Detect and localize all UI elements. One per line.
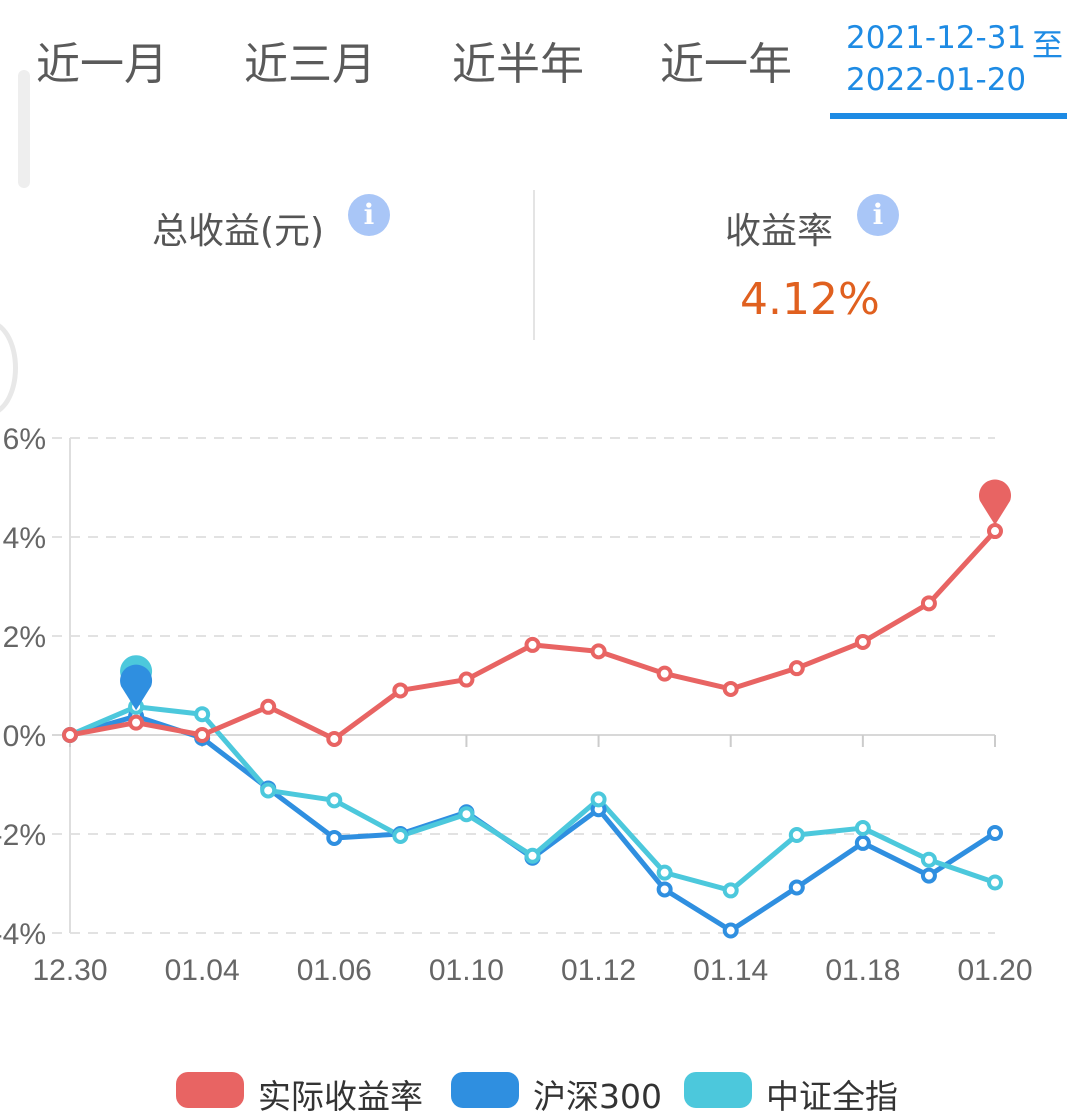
stats-divider (533, 190, 535, 340)
range-separator: 至 (1032, 28, 1063, 64)
active-tab-underline (830, 113, 1067, 119)
x-tick-label: 01.18 (825, 954, 900, 987)
total-profit-label: 总收益(元) (152, 211, 325, 252)
return-rate-label: 收益率 (725, 211, 834, 252)
data-point-0-01-11 (524, 636, 541, 653)
scroll-indicator (18, 70, 30, 188)
data-point-2-01-14 (722, 882, 739, 899)
data-point-2-01-17 (788, 826, 805, 843)
data-point-0-01-13 (656, 665, 673, 682)
y-tick-label: 2% (3, 621, 46, 654)
y-tick-label: 6% (3, 423, 46, 456)
data-point-1-01-19 (920, 867, 937, 884)
x-tick-label: 01.04 (165, 954, 240, 987)
data-point-0-01-10 (458, 671, 475, 688)
total-profit-panel: 总收益(元) i (0, 190, 533, 340)
data-point-0-01-12 (590, 643, 607, 660)
y-tick-label: -4% (0, 918, 46, 951)
tab-3-months[interactable]: 近三月 (244, 39, 376, 90)
chart-legend: 实际收益率 沪深300 中证全指 (0, 1068, 1067, 1116)
data-point-2-01-05 (260, 782, 277, 799)
data-point-2-01-07 (392, 827, 409, 844)
tab-1-month[interactable]: 近一月 (36, 39, 168, 90)
data-point-2-01-19 (920, 851, 937, 868)
data-point-2-01-04 (194, 706, 211, 723)
data-point-0-01-18 (854, 633, 871, 650)
x-tick-label: 01.12 (561, 954, 636, 987)
data-point-0-01-05 (260, 698, 277, 715)
data-point-0-01-06 (326, 730, 343, 747)
legend-label-hs300: 沪深300 (533, 1077, 662, 1116)
data-point-0-01-19 (920, 595, 937, 612)
data-point-2-01-10 (458, 806, 475, 823)
x-tick-label: 12.30 (32, 954, 107, 987)
data-point-2-01-11 (524, 847, 541, 864)
legend-label-csi-all: 中证全指 (766, 1077, 898, 1116)
data-point-0-12-31 (128, 714, 145, 731)
data-point-0-01-14 (722, 680, 739, 697)
tab-6-months[interactable]: 近半年 (452, 39, 584, 90)
legend-swatch-csi-all (684, 1072, 752, 1108)
data-point-0-01-20 (987, 523, 1003, 540)
data-point-1-01-13 (656, 881, 673, 898)
series-pin-marker-1 (120, 664, 153, 711)
x-tick-label: 01.06 (297, 954, 372, 987)
data-point-1-01-17 (788, 879, 805, 896)
total-profit-info-icon[interactable]: i (348, 194, 390, 236)
data-point-2-01-13 (656, 864, 673, 881)
return-rate-info-icon[interactable]: i (857, 194, 899, 236)
data-point-0-12-30 (62, 727, 78, 743)
data-point-2-01-12 (590, 791, 607, 808)
legend-swatch-hs300 (451, 1072, 519, 1108)
range-start-date: 2021-12-31 (846, 20, 1027, 56)
x-tick-label: 01.14 (693, 954, 768, 987)
y-tick-label: 4% (3, 522, 46, 555)
data-point-1-01-14 (722, 922, 739, 939)
y-tick-label: 0% (3, 720, 46, 753)
series-pin-marker-0 (978, 479, 1011, 526)
y-tick-label: -2% (0, 819, 46, 852)
return-rate-panel: 收益率 i 4.12% (535, 190, 1067, 340)
period-tabs: 近一月 近三月 近半年 近一年 2021-12-31 至 2022-01-20 (0, 0, 1067, 125)
x-tick-label: 01.20 (957, 954, 1032, 987)
return-rate-value: 4.12% (740, 274, 880, 325)
data-point-1-01-20 (987, 825, 1003, 842)
return-line-chart: 6% 4% 2% 0% -2% -4%12.30 01.04 01.06 01.10 01.12 0… (0, 423, 1033, 987)
data-point-0-01-17 (788, 660, 805, 677)
range-end-date: 2022-01-20 (846, 62, 1027, 98)
series-line-1 (67, 713, 998, 934)
data-point-0-01-04 (194, 727, 211, 743)
data-point-1-01-18 (854, 834, 871, 851)
legend-swatch-actual-return (176, 1072, 244, 1108)
data-point-2-01-20 (987, 874, 1003, 891)
legend-label-actual-return: 实际收益率 (258, 1077, 423, 1116)
data-point-0-01-07 (392, 682, 409, 699)
x-tick-label: 01.10 (429, 954, 504, 987)
series-line-0 (67, 528, 998, 742)
tab-1-year[interactable]: 近一年 (660, 39, 792, 90)
data-point-1-01-06 (326, 829, 343, 846)
tab-custom-date-range[interactable]: 2021-12-31 至 2022-01-20 (830, 18, 1067, 119)
data-point-2-01-18 (854, 820, 871, 837)
data-point-2-01-06 (326, 792, 343, 809)
